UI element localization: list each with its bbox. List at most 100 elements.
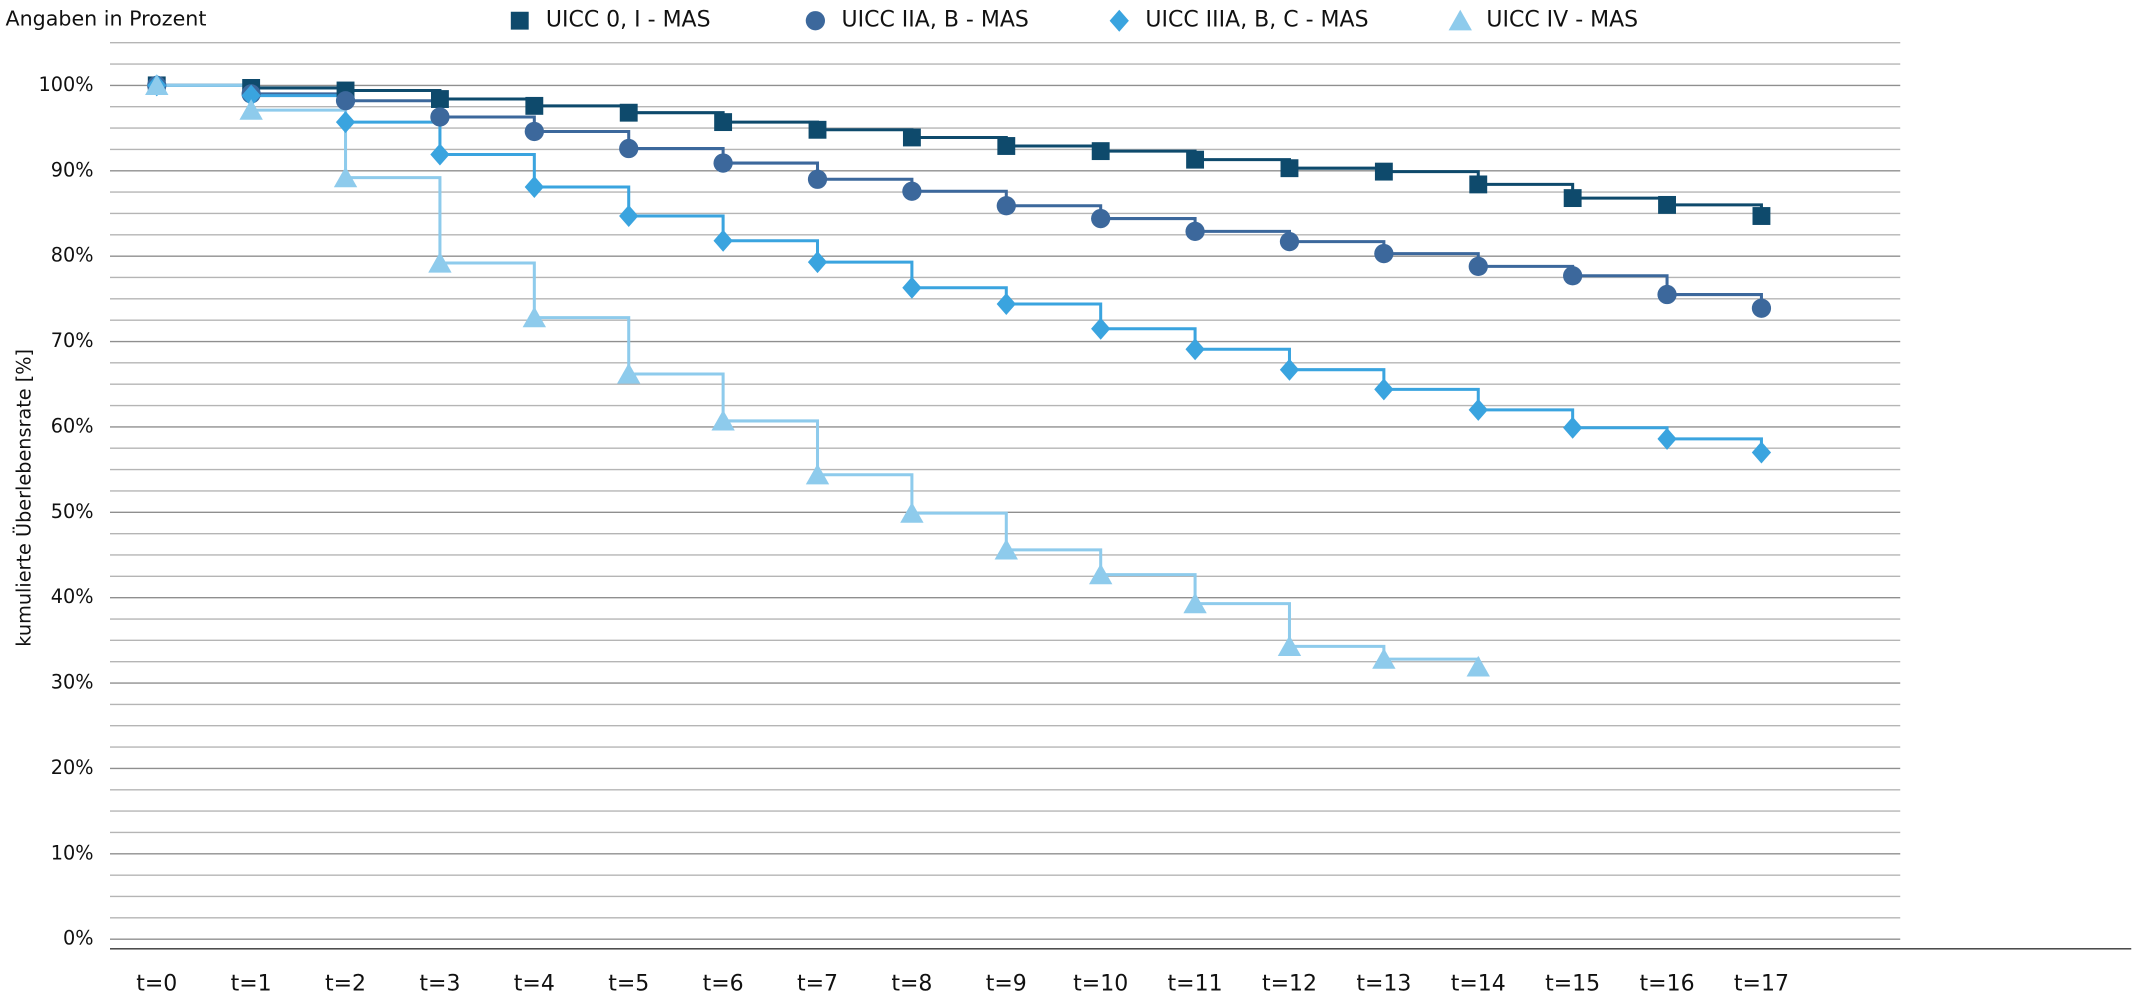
data-point — [714, 113, 733, 132]
step-segment — [911, 135, 1008, 146]
y-tick-label: 70% — [51, 329, 94, 352]
legend-marker — [805, 11, 825, 31]
step-segment — [817, 473, 914, 514]
step-segment — [534, 316, 631, 374]
data-point — [1468, 256, 1488, 277]
data-point — [1374, 378, 1394, 401]
data-point — [713, 153, 733, 173]
step-segment — [1195, 602, 1291, 647]
y-tick-label: 90% — [51, 158, 94, 181]
data-point — [713, 229, 733, 252]
x-tick-label: t=6 — [703, 972, 744, 997]
step-segment — [345, 88, 442, 100]
step-segment — [1572, 274, 1669, 295]
step-segment — [817, 260, 914, 288]
data-point — [805, 463, 830, 485]
data-point — [524, 175, 544, 198]
y-axis-label: kumulierte Überlebensrate [%] — [12, 349, 35, 647]
data-point — [1183, 592, 1207, 614]
data-point — [1185, 221, 1205, 242]
chart-title: Angaben in Prozent — [6, 6, 207, 30]
x-tick-label: t=14 — [1451, 972, 1506, 997]
step-segment — [1289, 644, 1386, 660]
data-point — [1752, 207, 1771, 225]
data-point — [1658, 195, 1676, 214]
step-segment — [1572, 196, 1669, 205]
data-point — [1279, 232, 1300, 252]
x-tick-label: t=11 — [1168, 972, 1223, 997]
legend-marker — [1448, 9, 1472, 31]
step-segment — [534, 185, 631, 217]
step-segment — [911, 286, 1008, 304]
data-point — [333, 166, 358, 188]
x-tick-label: t=1 — [231, 972, 272, 997]
step-segment — [1195, 347, 1291, 370]
data-point — [1657, 284, 1677, 305]
step-segment — [1572, 426, 1669, 439]
step-segment — [1006, 302, 1103, 329]
data-point — [1089, 563, 1113, 585]
step-segment — [439, 115, 536, 132]
step-segment — [1667, 203, 1763, 217]
data-point — [1091, 208, 1111, 229]
data-point — [1280, 159, 1299, 178]
data-point — [335, 111, 356, 134]
data-point — [996, 292, 1016, 315]
step-segment — [628, 214, 725, 241]
step-segment — [439, 97, 536, 106]
data-point — [997, 137, 1016, 155]
x-tick-label: t=3 — [419, 972, 460, 997]
data-point — [1186, 150, 1205, 169]
data-point — [1469, 175, 1488, 194]
step-segment — [817, 177, 914, 192]
data-point — [996, 196, 1016, 216]
step-segment — [1383, 170, 1480, 185]
x-tick-label: t=15 — [1545, 972, 1600, 997]
data-point — [902, 276, 922, 299]
data-point — [430, 90, 449, 108]
x-tick-label: t=17 — [1734, 972, 1789, 997]
x-tick-label: t=10 — [1073, 972, 1128, 997]
step-segment — [1289, 240, 1386, 254]
data-point — [524, 121, 544, 142]
data-point — [335, 91, 356, 111]
data-point — [1466, 655, 1490, 677]
data-point — [994, 538, 1018, 560]
x-tick-label: t=5 — [608, 972, 649, 997]
legend-label: UICC IIA, B - MAS — [842, 8, 1029, 33]
y-tick-label: 40% — [51, 585, 94, 608]
step-segment — [1195, 229, 1291, 242]
x-tick-label: t=0 — [136, 972, 177, 997]
step-segment — [1100, 327, 1197, 350]
step-segment — [1006, 144, 1103, 152]
x-tick-label: t=13 — [1356, 972, 1411, 997]
step-segment — [156, 83, 253, 96]
step-segment — [1667, 293, 1763, 309]
data-point — [807, 251, 828, 274]
data-point — [808, 120, 827, 139]
step-segment — [1667, 437, 1763, 453]
y-tick-label: 0% — [63, 927, 94, 950]
y-tick-label: 50% — [51, 500, 94, 523]
step-segment — [1478, 264, 1575, 276]
data-point — [1468, 398, 1488, 421]
data-point — [239, 99, 263, 120]
data-point — [619, 138, 639, 159]
data-point — [1372, 648, 1396, 669]
data-point — [430, 143, 450, 166]
step-segment — [251, 108, 348, 178]
data-point — [1563, 416, 1583, 439]
step-segment — [1478, 182, 1575, 199]
step-segment — [628, 111, 725, 123]
data-point — [1563, 266, 1583, 286]
data-point — [1563, 189, 1582, 208]
legend-marker — [1109, 9, 1129, 32]
y-tick-label: 100% — [38, 73, 93, 96]
step-segment — [1383, 387, 1480, 410]
data-point — [1091, 317, 1111, 340]
legend-label: UICC 0, I - MAS — [546, 8, 711, 33]
step-segment — [251, 86, 348, 91]
step-segment — [817, 128, 914, 138]
step-segment — [345, 176, 442, 263]
